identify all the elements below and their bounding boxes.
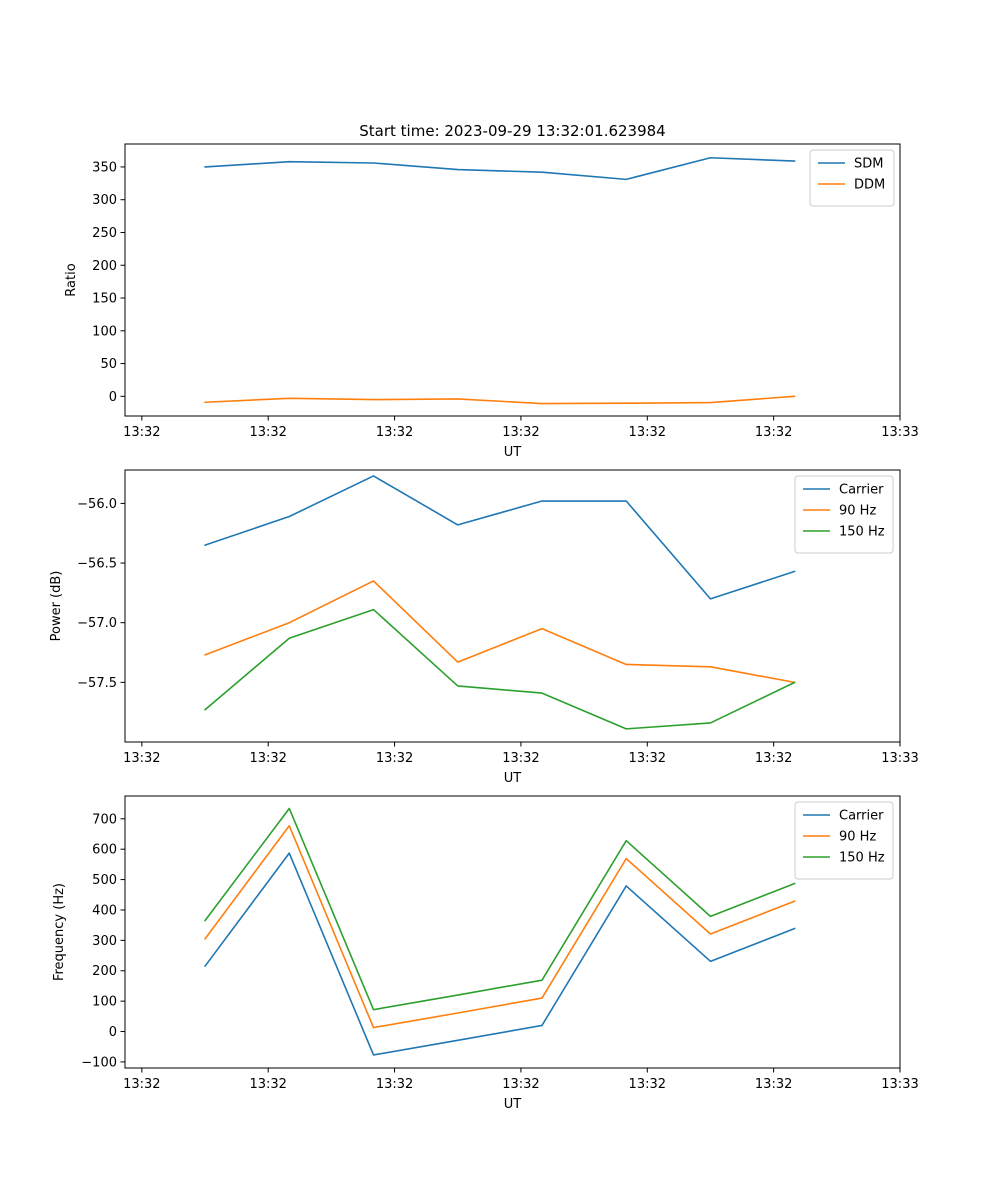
legend-label: Carrier — [839, 809, 884, 824]
x-tick-label: 13:32 — [249, 1077, 286, 1092]
x-tick-label: 13:32 — [755, 425, 792, 440]
y-tick-label: 600 — [92, 843, 117, 858]
y-tick-label: −56.5 — [77, 557, 117, 572]
x-axis-label: UT — [504, 1097, 522, 1112]
x-tick-label: 13:32 — [376, 751, 413, 766]
x-tick-label: 13:33 — [881, 1077, 918, 1092]
y-tick-label: 100 — [92, 324, 117, 339]
legend-label: 150 Hz — [839, 851, 885, 866]
x-tick-label: 13:32 — [502, 425, 539, 440]
legend-box — [794, 801, 894, 880]
y-tick-label: 0 — [109, 390, 117, 405]
x-tick-label: 13:32 — [376, 1077, 413, 1092]
series-line-150-hz — [204, 608, 796, 730]
x-tick-label: 13:32 — [376, 425, 413, 440]
legend-label: SDM — [854, 157, 883, 172]
y-tick-label: −57.0 — [77, 616, 117, 631]
y-tick-label: 100 — [92, 995, 117, 1010]
x-tick-label: 13:32 — [249, 425, 286, 440]
legend-box — [809, 149, 895, 207]
x-axis-label: UT — [504, 771, 522, 786]
x-tick-label: 13:32 — [123, 1077, 160, 1092]
y-axis-label: Frequency (Hz) — [52, 883, 67, 981]
y-tick-label: 700 — [92, 812, 117, 827]
legend-label: 150 Hz — [839, 525, 885, 540]
chart-panels: 13:32 13:32 13:32 13:32 13:32 13:32 13:33 UT 0 50… — [49, 143, 919, 1112]
y-tick-label: −57.5 — [77, 676, 117, 691]
x-tick-label: 13:32 — [755, 751, 792, 766]
x-tick-label: 13:32 — [123, 751, 160, 766]
x-tick-label: 13:32 — [502, 1077, 539, 1092]
legend-label: Carrier — [839, 483, 884, 498]
y-tick-label: 200 — [92, 259, 117, 274]
series-line-sdm — [204, 156, 796, 181]
series-line-ddm — [204, 395, 796, 405]
x-tick-label: 13:32 — [629, 751, 666, 766]
series-line-150-hz — [204, 807, 796, 1011]
x-tick-label: 13:32 — [249, 751, 286, 766]
y-tick-label: 300 — [92, 934, 117, 949]
chart-panel-3: 13:32 13:32 13:32 13:32 13:32 13:32 13:33 UT −10… — [52, 795, 919, 1112]
x-tick-label: 13:33 — [881, 425, 918, 440]
figure-title: Start time: 2023-09-29 13:32:01.623984 — [359, 122, 665, 140]
y-tick-label: 300 — [92, 193, 117, 208]
legend-label: 90 Hz — [839, 830, 876, 845]
y-tick-label: 50 — [100, 357, 117, 372]
x-tick-label: 13:32 — [629, 1077, 666, 1092]
series-line-90-hz — [204, 824, 796, 1029]
x-tick-label: 13:32 — [755, 1077, 792, 1092]
x-tick-label: 13:32 — [629, 425, 666, 440]
axes-frame — [124, 795, 901, 1069]
y-tick-label: −56.0 — [77, 497, 117, 512]
y-tick-label: −100 — [81, 1055, 117, 1070]
chart-panel-1: 13:32 13:32 13:32 13:32 13:32 13:32 13:33 UT 0 50… — [64, 143, 919, 460]
legend-label: 90 Hz — [839, 504, 876, 519]
x-tick-label: 13:32 — [123, 425, 160, 440]
y-tick-label: 150 — [92, 292, 117, 307]
x-tick-label: 13:32 — [502, 751, 539, 766]
legend-label: DDM — [854, 178, 885, 193]
series-line-carrier — [204, 475, 796, 600]
x-tick-label: 13:33 — [881, 751, 918, 766]
y-tick-label: 350 — [92, 160, 117, 175]
axes-frame — [124, 143, 901, 417]
series-line-carrier — [204, 852, 796, 1056]
x-axis-label: UT — [504, 445, 522, 460]
y-axis-label: Ratio — [64, 263, 79, 296]
y-axis-label: Power (dB) — [49, 571, 64, 642]
y-tick-label: 250 — [92, 226, 117, 241]
legend-box — [794, 475, 894, 554]
y-tick-label: 500 — [92, 873, 117, 888]
axes-frame — [124, 469, 901, 743]
y-tick-label: 200 — [92, 964, 117, 979]
chart-panel-2: 13:32 13:32 13:32 13:32 13:32 13:32 13:33 UT −57… — [49, 469, 919, 786]
series-line-90-hz — [204, 580, 796, 684]
y-tick-label: 0 — [109, 1025, 117, 1040]
y-tick-label: 400 — [92, 903, 117, 918]
